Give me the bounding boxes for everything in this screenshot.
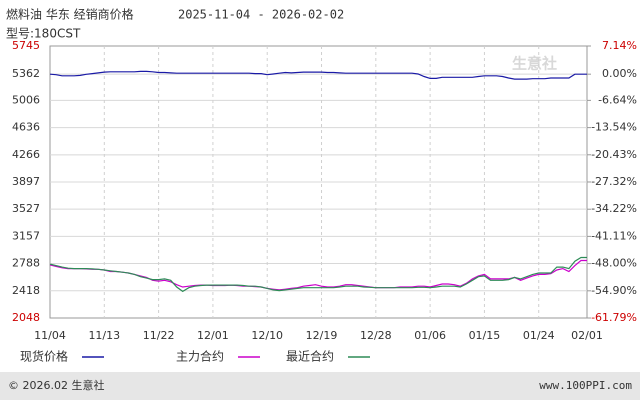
footer-bar — [0, 372, 640, 400]
y2-tick-label: 0.00% — [602, 67, 637, 80]
legend-label: 现货价格 — [20, 349, 68, 364]
y2-tick-label: -41.11% — [591, 229, 637, 242]
y2-tick-label: -34.22% — [591, 202, 637, 215]
y-tick-label: 4636 — [12, 121, 40, 134]
x-tick-label: 11/04 — [34, 329, 66, 342]
y2-tick-label: 7.14% — [602, 39, 637, 52]
series-line — [49, 256, 587, 293]
x-tick-label: 11/22 — [143, 329, 175, 342]
x-tick-label: 12/19 — [306, 329, 338, 342]
y-tick-label: 2418 — [12, 284, 40, 297]
x-tick-label: 12/28 — [360, 329, 392, 342]
x-tick-label: 11/13 — [88, 329, 120, 342]
x-tick-label: 01/15 — [469, 329, 501, 342]
copyright: © 2026.02 生意社 — [8, 378, 104, 392]
y-tick-label: 5362 — [12, 67, 40, 80]
legend-label: 主力合约 — [176, 349, 224, 364]
x-tick-label: 02/01 — [571, 329, 603, 342]
y-tick-label: 3157 — [12, 229, 40, 242]
x-tick-label: 12/01 — [197, 329, 229, 342]
x-tick-label: 01/06 — [414, 329, 446, 342]
date-range: 2025-11-04 - 2026-02-02 — [178, 8, 344, 22]
y2-tick-label: -61.79% — [591, 311, 637, 324]
series-line — [49, 259, 587, 291]
y-tick-label: 5006 — [12, 93, 40, 106]
legend-label: 最近合约 — [286, 349, 334, 364]
y2-tick-label: -6.64% — [598, 93, 637, 106]
y2-tick-label: -54.90% — [591, 284, 637, 297]
y-tick-label: 3897 — [12, 175, 40, 188]
y2-tick-label: -13.54% — [591, 121, 637, 134]
y2-tick-label: -48.00% — [591, 257, 637, 270]
y2-tick-label: -20.43% — [591, 148, 637, 161]
y-tick-label: 2788 — [12, 257, 40, 270]
y-tick-label: 4266 — [12, 148, 40, 161]
model: 型号:180CST — [6, 27, 81, 41]
chart-title: 燃料油 华东 经销商价格 — [6, 7, 134, 22]
y-tick-label: 2048 — [12, 311, 40, 324]
y-tick-label: 5745 — [12, 39, 40, 52]
y2-tick-label: -27.32% — [591, 175, 637, 188]
site-url: www.100PPI.com — [539, 379, 632, 392]
x-tick-label: 12/10 — [251, 329, 283, 342]
x-tick-label: 01/24 — [523, 329, 555, 342]
series-line — [49, 70, 587, 80]
watermark: 生意社 — [512, 55, 557, 73]
y-tick-label: 3527 — [12, 202, 40, 215]
